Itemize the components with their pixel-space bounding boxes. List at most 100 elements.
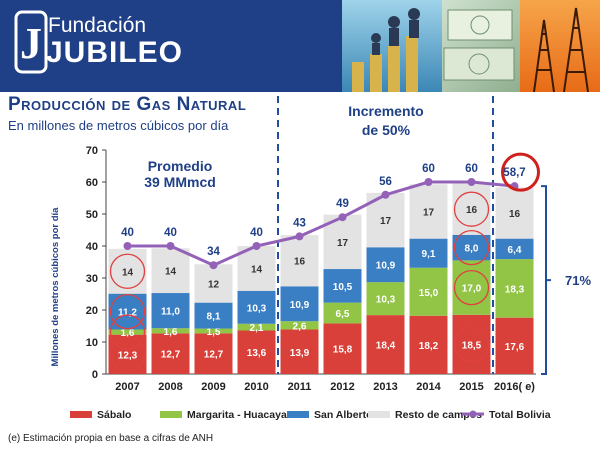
bar-segment [194,328,233,334]
promedio-label: Promedio [148,158,213,174]
y-tick-label: 60 [86,177,98,189]
x-tick-label: 2009 [201,381,225,393]
bar-segment [323,302,362,324]
total-point [338,213,347,222]
x-tick-label: 2014 [416,381,441,393]
bar-value-label: 8,1 [207,312,221,323]
bar-segment [151,293,190,329]
promedio-value-label: 39 MMmcd [144,174,216,190]
banknotes-photo [442,0,520,92]
bar-segment [194,333,233,374]
bar-value-label: 10,9 [290,300,310,311]
y-tick-label: 0 [92,369,98,381]
x-tick-label: 2012 [330,381,354,393]
bar-value-label: 15,0 [419,288,439,299]
bar-segment [323,323,362,374]
bar-segment [495,187,534,239]
bar-value-label: 6,4 [508,245,522,256]
oil-rigs-photo [520,0,600,92]
bar-value-label: 15,8 [333,345,353,356]
bar-segment [108,248,147,294]
jubileo-logo-icon: J [14,10,48,74]
bar-value-label: 9,1 [422,249,436,260]
org-name-small: Fundación [48,14,147,37]
bar-value-label: 12 [208,279,220,290]
increment-value-label: de 50% [362,122,411,138]
bar-value-label: 1,6 [164,327,178,338]
bar-value-label: 1,5 [207,327,221,338]
bar-segment [409,315,448,374]
x-tick-label: 2008 [158,381,182,393]
bar-value-label: 2,6 [293,321,307,332]
bar-value-label: 17,0 [462,284,482,295]
source-note: (e) Estimación propia en base a cifras d… [8,433,214,444]
bar-value-label: 11,2 [118,308,137,319]
bar-value-label: 1,6 [121,328,135,339]
legend-swatch [287,411,309,418]
y-tick-label: 50 [86,209,98,221]
bar-value-label: 18,2 [419,341,439,352]
total-point [252,242,261,250]
y-tick-label: 30 [86,273,98,285]
legend-swatch [70,411,92,418]
bar-segment [108,334,147,374]
x-tick-label: 2016( e) [494,381,535,393]
bar-segment [452,314,491,374]
highlight-circle [109,314,146,350]
oil-derrick-icon [533,7,589,92]
bar-segment [194,264,233,303]
share-percent-label: 71% [565,273,591,288]
chart-subtitle: En millones de metros cúbicos por día [8,118,229,133]
bar-segment [151,333,190,374]
total-value-label: 40 [250,227,263,239]
highlight-circle [109,253,146,289]
y-tick-label: 10 [86,337,98,349]
bar-value-label: 18,4 [376,341,396,352]
total-value-label: 40 [121,227,134,239]
total-point [295,232,304,241]
bar-value-label: 13,9 [290,348,310,359]
total-point [381,190,390,199]
bar-value-label: 17 [423,207,435,218]
legend-swatch [368,411,390,418]
x-tick-label: 2007 [115,381,139,393]
bar-value-label: 18,3 [505,284,525,295]
bar-segment [409,184,448,239]
total-value-label: 49 [336,198,349,210]
bar-value-label: 13,6 [247,348,267,359]
bar-value-label: 12,7 [161,350,181,361]
bar-value-label: 16 [466,205,478,216]
share-bracket [541,185,551,375]
bar-segment [151,248,190,294]
bar-value-label: 14 [165,267,177,278]
bar-value-label: 16 [294,257,306,268]
total-value-label: 60 [422,163,435,175]
bar-value-label: 18,5 [462,340,482,351]
bar-value-label: 10,9 [376,261,396,272]
highlight-circle [109,293,146,330]
bar-value-label: 10,3 [247,303,267,314]
total-point [123,242,132,250]
legend-label: Total Bolivia [489,409,551,421]
bar-segment [495,259,534,318]
y-axis-label: Millones de metros cúbicos por día [50,207,61,367]
highlight-circle [453,269,490,306]
y-tick-label: 70 [86,145,98,157]
legend-label: San Alberto [314,409,373,421]
bar-value-label: 8,0 [465,244,479,255]
bar-segment [108,329,147,335]
family-coins-photo [342,0,442,92]
bar-segment [366,247,405,283]
total-value-label: 40 [164,227,177,239]
legend-label: Resto de campos [395,409,482,421]
highlight-circle [453,229,490,266]
bar-value-label: 17 [380,216,392,227]
bar-segment [366,282,405,316]
x-tick-label: 2010 [244,381,268,393]
bar-value-label: 2,1 [250,323,264,334]
total-value-label: 58,7 [503,167,525,179]
bar-segment [366,315,405,374]
bar-value-label: 16 [509,209,521,220]
total-bolivia-line [127,180,515,267]
